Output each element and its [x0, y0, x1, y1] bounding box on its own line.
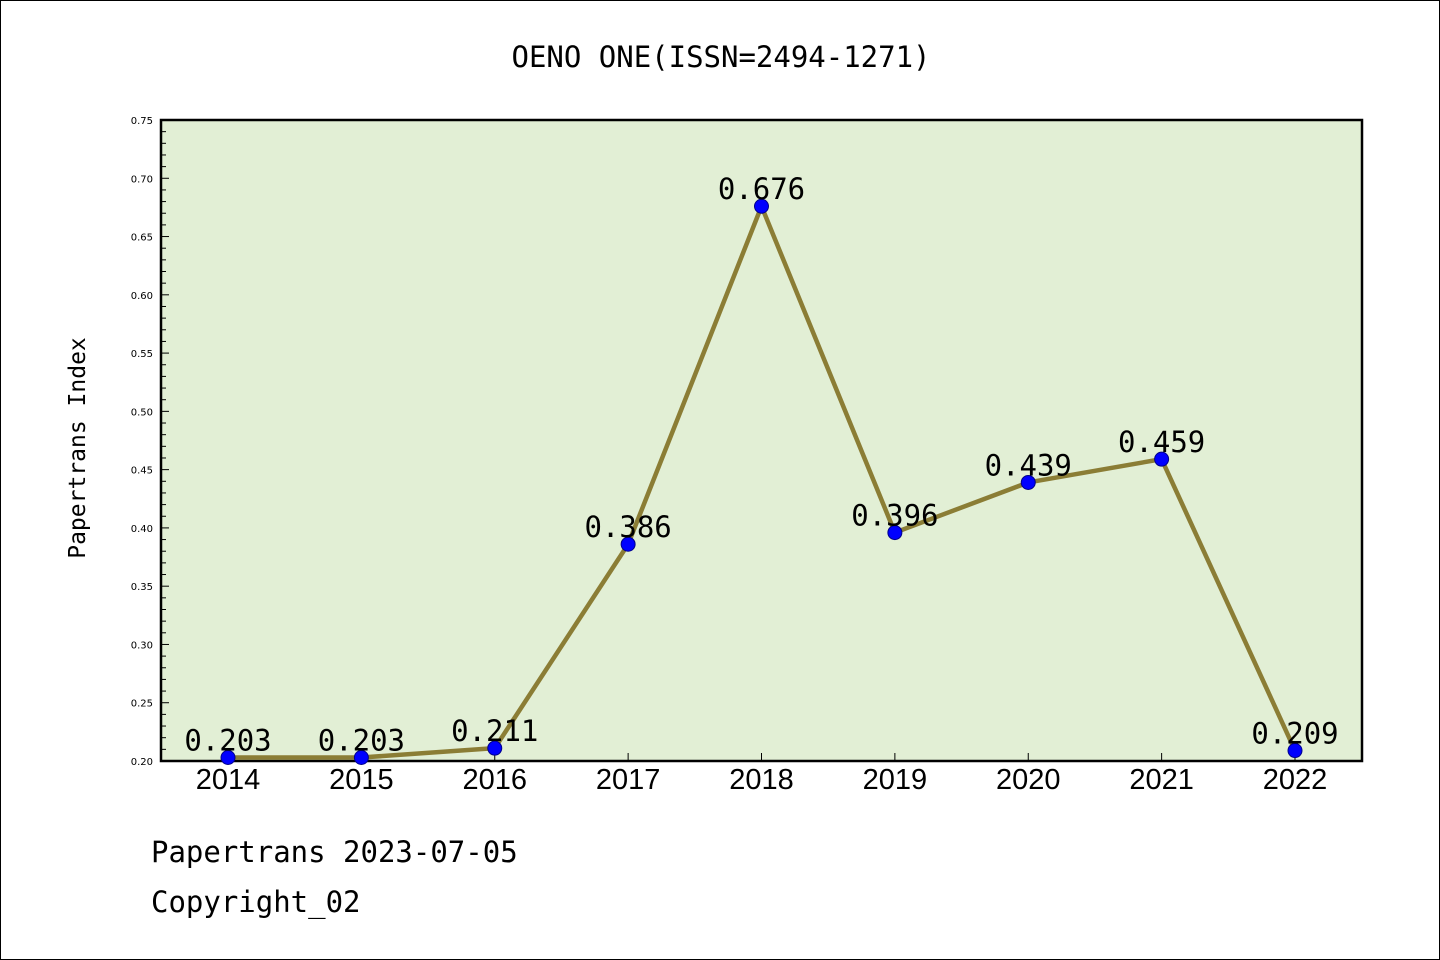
y-tick-label: 0.30: [131, 640, 153, 651]
y-tick-label: 0.45: [131, 466, 153, 477]
y-tick-label: 0.25: [131, 699, 153, 710]
y-tick-label: 0.65: [131, 233, 153, 244]
y-tick-label: 0.40: [131, 524, 153, 535]
x-axis-ticks: 2014 2015 2016 2017 2018 2019 2020 2021 2022: [196, 753, 1328, 796]
y-tick-label: 0.55: [131, 349, 153, 360]
chart-title: OENO ONE(ISSN=2494-1271): [511, 40, 930, 74]
x-tick-label: 2020: [996, 764, 1061, 796]
y-tick-label: 0.20: [131, 757, 153, 768]
data-point-label: 0.211: [451, 714, 538, 748]
data-point-marker: [754, 198, 769, 214]
data-point-marker: [1020, 474, 1036, 490]
y-axis-label: Papertrans Index: [65, 337, 91, 559]
data-point-label: 0.386: [584, 510, 671, 544]
y-tick-label: 0.35: [131, 582, 153, 593]
x-tick-label: 2014: [196, 764, 261, 796]
x-tick-label: 2022: [1263, 764, 1328, 796]
data-point-label: 0.203: [184, 724, 271, 758]
footer-date-text: Papertrans 2023-07-05: [151, 835, 518, 869]
data-point-marker: [1287, 743, 1303, 759]
x-tick-label: 2015: [329, 764, 394, 796]
data-point-marker: [887, 525, 903, 541]
data-point-label: 0.676: [718, 172, 805, 206]
y-axis-ticks: 0.20 0.25 0.30 0.35 0.40 0.45 0.50 0.55 0.60 0.65…: [131, 116, 169, 768]
data-point-label: 0.209: [1251, 717, 1338, 751]
y-tick-label: 0.60: [131, 291, 153, 302]
data-point-label: 0.459: [1118, 425, 1205, 459]
y-tick-label: 0.70: [131, 174, 153, 185]
plot-area: [159, 118, 1364, 763]
data-point-marker: [353, 750, 369, 766]
data-point-label: 0.396: [851, 499, 938, 533]
data-point-label: 0.203: [318, 724, 405, 758]
y-tick-label: 0.75: [131, 116, 153, 127]
x-tick-label: 2021: [1129, 764, 1194, 796]
data-markers: [220, 198, 1303, 766]
x-tick-label: 2017: [596, 764, 661, 796]
x-tick-label: 2018: [729, 764, 794, 796]
x-tick-label: 2016: [462, 764, 527, 796]
y-tick-label: 0.50: [131, 407, 153, 418]
data-labels: 0.203 0.203 0.211 0.386 0.676 0.396 0.439 0.459…: [184, 172, 1338, 757]
footer-copyright-text: Copyright_02: [151, 885, 361, 919]
x-tick-label: 2019: [863, 764, 928, 796]
data-point-label: 0.439: [985, 448, 1072, 482]
data-point-marker: [1154, 451, 1170, 467]
data-point-marker: [220, 750, 236, 766]
data-point-marker: [487, 740, 503, 756]
data-point-marker: [620, 536, 636, 552]
